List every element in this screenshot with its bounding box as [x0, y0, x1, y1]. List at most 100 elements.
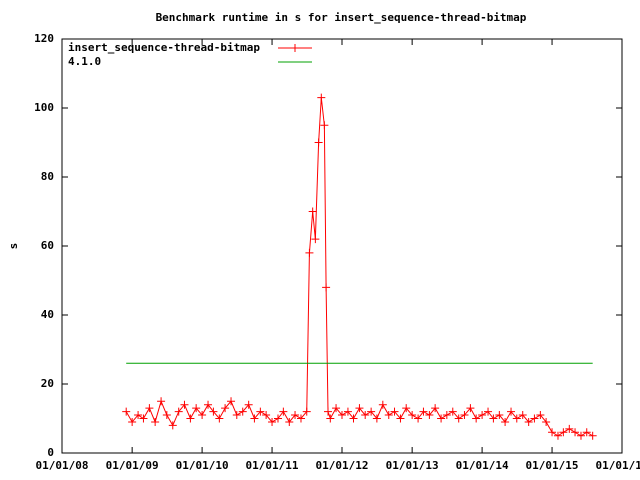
point-marker: [576, 431, 585, 440]
y-tick-label: 40: [41, 308, 54, 321]
y-tick-label: 100: [34, 101, 54, 114]
point-marker: [262, 411, 271, 420]
point-marker: [402, 404, 411, 413]
point-marker: [145, 404, 154, 413]
x-tick-label: 01/01/15: [526, 459, 579, 472]
point-marker: [460, 411, 469, 420]
point-marker: [128, 417, 137, 426]
point-marker: [361, 411, 370, 420]
y-tick-label: 80: [41, 170, 54, 183]
point-marker: [372, 414, 381, 423]
point-marker: [285, 417, 294, 426]
point-marker: [565, 424, 574, 433]
point-marker: [273, 414, 282, 423]
point-marker: [559, 428, 568, 437]
x-tick-label: 01/01/16: [596, 459, 640, 472]
point-marker: [238, 407, 247, 416]
legend-marker: [291, 44, 299, 52]
point-marker: [324, 407, 333, 416]
x-tick-label: 01/01/11: [246, 459, 299, 472]
point-marker: [437, 414, 446, 423]
y-tick-label: 60: [41, 239, 54, 252]
point-marker: [296, 414, 305, 423]
point-marker: [495, 411, 504, 420]
point-marker: [311, 235, 320, 244]
point-marker: [530, 414, 539, 423]
chart-title: Benchmark runtime in s for insert_sequen…: [156, 11, 527, 24]
point-marker: [305, 248, 314, 257]
point-marker: [244, 400, 253, 409]
point-marker: [588, 431, 597, 440]
point-marker: [390, 407, 399, 416]
point-marker: [396, 414, 405, 423]
x-tick-label: 01/01/08: [36, 459, 89, 472]
point-marker: [221, 404, 230, 413]
point-marker: [151, 417, 160, 426]
point-marker: [174, 407, 183, 416]
point-marker: [489, 414, 498, 423]
point-marker: [227, 397, 236, 406]
point-marker: [512, 414, 521, 423]
point-marker: [168, 421, 177, 430]
point-marker: [250, 414, 259, 423]
point-marker: [507, 407, 516, 416]
point-marker: [582, 428, 591, 437]
point-marker: [186, 414, 195, 423]
point-marker: [279, 407, 288, 416]
point-marker: [198, 411, 207, 420]
point-marker: [442, 411, 451, 420]
point-marker: [215, 414, 224, 423]
x-tick-label: 01/01/09: [106, 459, 159, 472]
point-marker: [478, 411, 487, 420]
point-marker: [122, 407, 131, 416]
point-marker: [553, 431, 562, 440]
point-marker: [291, 411, 300, 420]
point-marker: [431, 404, 440, 413]
x-tick-label: 01/01/12: [316, 459, 369, 472]
point-marker: [518, 411, 527, 420]
point-marker: [408, 411, 417, 420]
point-marker: [542, 417, 551, 426]
point-marker: [134, 411, 143, 420]
point-marker: [448, 407, 457, 416]
x-tick-label: 01/01/14: [456, 459, 509, 472]
point-marker: [317, 93, 326, 102]
point-marker: [232, 411, 241, 420]
point-marker: [425, 411, 434, 420]
point-marker: [180, 400, 189, 409]
point-marker: [384, 411, 393, 420]
point-marker: [349, 414, 358, 423]
point-marker: [338, 411, 346, 420]
point-marker: [501, 417, 510, 426]
y-tick-label: 120: [34, 32, 54, 45]
legend-label: 4.1.0: [68, 55, 101, 68]
point-marker: [472, 414, 481, 423]
point-marker: [367, 407, 376, 416]
y-axis-label: s: [7, 243, 20, 250]
point-marker: [466, 404, 475, 413]
x-tick-label: 01/01/10: [176, 459, 229, 472]
point-marker: [209, 407, 218, 416]
x-tick-label: 01/01/13: [386, 459, 439, 472]
point-marker: [322, 283, 331, 292]
point-marker: [157, 397, 166, 406]
point-marker: [162, 411, 171, 420]
point-marker: [302, 407, 311, 416]
point-marker: [343, 407, 352, 416]
point-marker: [326, 414, 335, 423]
point-marker: [548, 428, 557, 437]
series-line: [125, 97, 593, 437]
point-marker: [139, 414, 148, 423]
point-marker: [355, 404, 364, 413]
point-marker: [192, 404, 201, 413]
point-marker: [204, 400, 213, 409]
point-marker: [454, 414, 463, 423]
point-marker: [268, 417, 277, 426]
point-marker: [571, 428, 580, 437]
point-marker: [308, 207, 317, 216]
y-tick-label: 0: [47, 446, 54, 459]
point-marker: [378, 400, 387, 409]
point-marker: [314, 138, 323, 147]
point-marker: [419, 407, 428, 416]
